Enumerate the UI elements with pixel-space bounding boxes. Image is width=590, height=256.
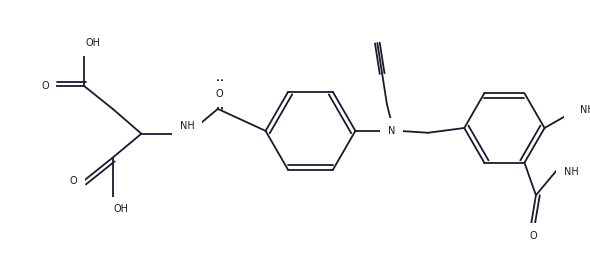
- Text: NH: NH: [563, 167, 578, 177]
- Text: NH: NH: [580, 105, 590, 115]
- Text: O: O: [529, 231, 537, 241]
- Text: OH: OH: [114, 205, 129, 215]
- Text: O: O: [70, 176, 77, 186]
- Text: O: O: [41, 81, 49, 91]
- Text: O: O: [216, 89, 224, 99]
- Text: NH: NH: [179, 121, 194, 131]
- Text: OH: OH: [85, 38, 100, 48]
- Text: N: N: [388, 126, 395, 136]
